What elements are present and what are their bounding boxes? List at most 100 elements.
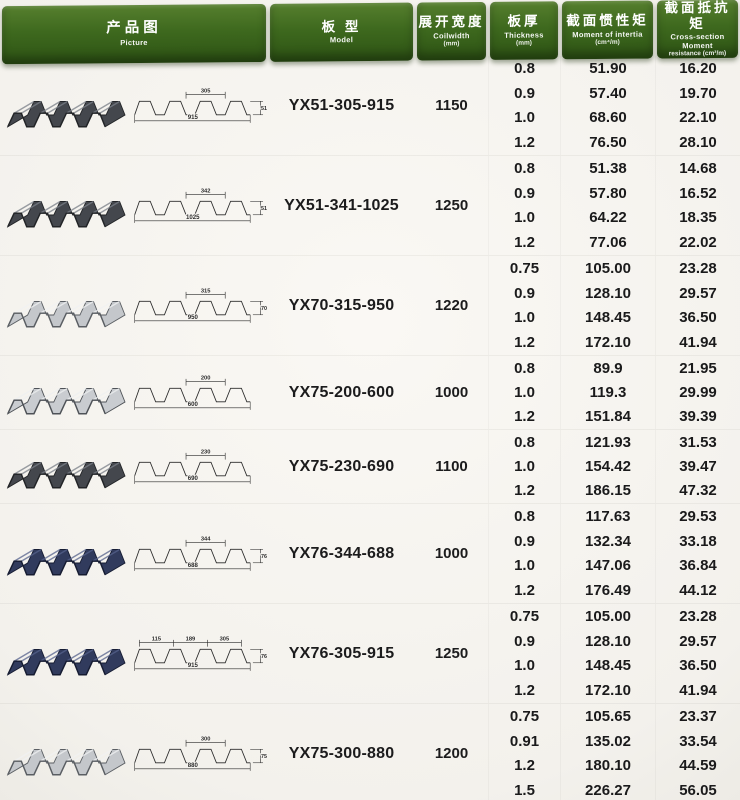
svg-text:344: 344 bbox=[200, 536, 210, 542]
product-photo bbox=[6, 648, 126, 676]
header-col-picture: 产品图 Picture bbox=[2, 3, 266, 64]
product-row: 315 950 70 YX70-315-950 1220 0.75 105.00 2… bbox=[0, 255, 740, 355]
spec-grid: 0.8 89.9 21.95 1.0 119.3 29.99 1.2 151.8… bbox=[488, 356, 740, 429]
coilwidth-text: 1250 bbox=[434, 197, 469, 214]
svg-text:200: 200 bbox=[200, 375, 210, 381]
thickness-value: 1.2 bbox=[488, 405, 560, 429]
svg-text:51: 51 bbox=[261, 206, 267, 212]
resistance-value: 14.68 bbox=[655, 156, 740, 181]
thickness-value: 1.5 bbox=[488, 778, 560, 800]
profile-drawing: 300 880 75 bbox=[133, 735, 268, 771]
svg-text:688: 688 bbox=[187, 563, 198, 569]
thickness-value: 0.75 bbox=[488, 256, 560, 281]
spec-grid: 0.8 51.90 16.20 0.9 57.40 19.70 1.0 68.6… bbox=[488, 56, 740, 155]
thickness-value: 1.2 bbox=[488, 578, 560, 603]
svg-text:76: 76 bbox=[261, 654, 267, 660]
resistance-value: 19.70 bbox=[655, 81, 740, 106]
svg-text:230: 230 bbox=[200, 449, 210, 455]
coilwidth-text: 1100 bbox=[435, 458, 468, 475]
inertia-value: 151.84 bbox=[560, 405, 655, 429]
header-unit-label: (cm⁴/m) bbox=[595, 39, 620, 47]
coilwidth-text: 1150 bbox=[435, 97, 468, 114]
resistance-value: 44.12 bbox=[655, 578, 740, 603]
resistance-value: 39.39 bbox=[655, 405, 740, 429]
svg-text:305: 305 bbox=[219, 636, 229, 642]
profile-drawing: 115 189 305 915 76 bbox=[133, 635, 268, 671]
svg-text:305: 305 bbox=[200, 88, 210, 94]
inertia-value: 77.06 bbox=[560, 230, 655, 255]
inertia-value: 51.90 bbox=[560, 56, 655, 81]
header-zh-label: 板 型 bbox=[321, 18, 362, 35]
resistance-value: 23.37 bbox=[655, 704, 740, 729]
product-row: 200 600 YX75-200-600 1000 0.8 89.9 21.95 … bbox=[0, 355, 740, 429]
model-text: YX75-300-880 bbox=[288, 744, 395, 762]
header-unit-label: (mm) bbox=[516, 39, 532, 47]
inertia-value: 180.10 bbox=[560, 754, 655, 779]
thickness-value: 0.8 bbox=[488, 356, 560, 380]
svg-text:880: 880 bbox=[187, 763, 198, 769]
inertia-value: 176.49 bbox=[560, 578, 655, 603]
spec-grid: 0.75 105.65 23.37 0.91 135.02 33.54 1.2 … bbox=[488, 704, 740, 800]
inertia-value: 148.45 bbox=[560, 654, 655, 679]
spec-grid: 0.8 121.93 31.53 1.0 154.42 39.47 1.2 18… bbox=[488, 430, 740, 503]
picture-cell: 200 600 bbox=[0, 362, 268, 424]
product-photo bbox=[6, 100, 126, 128]
product-row: 230 690 YX75-230-690 1100 0.8 121.93 31.5… bbox=[0, 429, 740, 503]
header-en-label: Cross-section Moment bbox=[670, 31, 725, 50]
inertia-value: 172.10 bbox=[560, 330, 655, 355]
thickness-value: 0.9 bbox=[488, 529, 560, 554]
resistance-value: 23.28 bbox=[655, 256, 740, 281]
header-zh-label: 产品图 bbox=[106, 20, 162, 37]
thickness-value: 0.75 bbox=[488, 604, 560, 629]
product-photo bbox=[6, 200, 126, 228]
product-photo bbox=[6, 461, 126, 489]
inertia-value: 51.38 bbox=[560, 156, 655, 181]
thickness-value: 1.2 bbox=[488, 678, 560, 703]
thickness-value: 0.9 bbox=[488, 181, 560, 206]
resistance-value: 16.52 bbox=[655, 181, 740, 206]
header-col-moment-of-intertia: 截面惯性矩 Moment of intertia (cm⁴/m) bbox=[562, 0, 653, 60]
thickness-value: 0.8 bbox=[488, 156, 560, 181]
header-en-label: Moment of intertia bbox=[572, 29, 643, 39]
resistance-value: 22.02 bbox=[655, 230, 740, 255]
inertia-value: 132.34 bbox=[560, 529, 655, 554]
thickness-value: 0.8 bbox=[488, 430, 560, 454]
model-text: YX75-230-690 bbox=[288, 457, 395, 475]
resistance-value: 33.18 bbox=[655, 529, 740, 554]
header-col-cross-section-moment: 截面抵抗矩 Cross-section Moment resistance (c… bbox=[657, 0, 738, 59]
inertia-value: 105.00 bbox=[560, 256, 655, 281]
profile-drawing: 344 688 76 bbox=[133, 535, 268, 571]
thickness-value: 1.0 bbox=[488, 206, 560, 231]
thickness-value: 1.0 bbox=[488, 654, 560, 679]
model-text: YX70-315-950 bbox=[288, 296, 395, 314]
svg-text:76: 76 bbox=[261, 554, 267, 560]
inertia-value: 226.27 bbox=[560, 778, 655, 800]
resistance-value: 39.47 bbox=[655, 454, 740, 478]
picture-cell: 115 189 305 915 76 bbox=[0, 623, 268, 685]
model-text: YX76-344-688 bbox=[288, 544, 395, 562]
thickness-value: 1.0 bbox=[488, 554, 560, 579]
spec-grid: 0.75 105.00 23.28 0.9 128.10 29.57 1.0 1… bbox=[488, 256, 740, 355]
coilwidth-text: 1200 bbox=[434, 745, 469, 762]
resistance-value: 18.35 bbox=[655, 206, 740, 231]
profile-drawing: 342 1025 51 bbox=[133, 187, 268, 223]
picture-cell: 300 880 75 bbox=[0, 723, 268, 785]
svg-text:600: 600 bbox=[187, 402, 198, 408]
thickness-value: 1.2 bbox=[488, 130, 560, 155]
product-photo bbox=[6, 387, 126, 415]
svg-text:189: 189 bbox=[185, 636, 195, 642]
thickness-value: 0.8 bbox=[488, 504, 560, 529]
header-zh-label: 截面惯性矩 bbox=[566, 12, 649, 29]
header-en-label: Model bbox=[329, 35, 354, 45]
svg-text:51: 51 bbox=[261, 106, 267, 112]
profile-drawing: 200 600 bbox=[133, 374, 251, 410]
picture-cell: 230 690 bbox=[0, 436, 268, 498]
svg-text:70: 70 bbox=[261, 306, 267, 312]
resistance-value: 33.54 bbox=[655, 729, 740, 754]
coilwidth-text: 1220 bbox=[434, 297, 469, 314]
inertia-value: 119.3 bbox=[560, 380, 655, 404]
header-en-label: Coilwidth bbox=[433, 30, 470, 41]
resistance-value: 16.20 bbox=[655, 56, 740, 81]
thickness-value: 1.0 bbox=[488, 380, 560, 404]
header-en-label: Picture bbox=[120, 37, 148, 48]
